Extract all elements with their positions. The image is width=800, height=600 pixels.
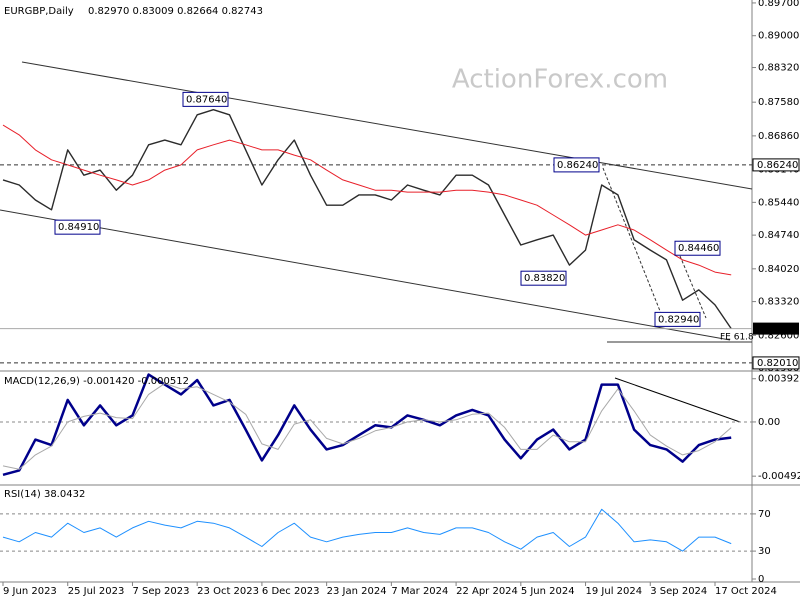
y-tick-label: 0.00 (758, 417, 780, 428)
projection-line (602, 167, 663, 317)
series-line (2, 508, 732, 552)
panel-title: EURGBP,Daily (4, 6, 74, 17)
macd-trendline (614, 377, 741, 423)
y-tick-label: 0.85440 (758, 197, 799, 208)
x-tick-label: 23 Jan 2024 (327, 586, 387, 597)
projection-line (679, 255, 707, 319)
y-tick-label: 0 (758, 574, 764, 585)
y-tick-label: 30 (758, 546, 771, 557)
annotation-label: 0.84460 (678, 243, 719, 254)
x-tick-label: 19 Jul 2024 (586, 586, 643, 597)
x-tick-label: 3 Sep 2024 (650, 586, 707, 597)
channel-bottom (0, 209, 731, 341)
annotation-label: 0.82940 (658, 314, 699, 325)
x-tick-label: 9 Jun 2023 (3, 586, 57, 597)
annotation-label: 0.83820 (524, 273, 565, 284)
y-tick-label: 0.89700 (758, 0, 799, 9)
x-tick-label: 7 Mar 2024 (391, 586, 448, 597)
fe-label: FE 61.8 (720, 333, 754, 343)
y-tick-label: 70 (758, 509, 771, 520)
y-tick-label: 0.87580 (758, 97, 799, 108)
x-tick-label: 17 Oct 2024 (715, 586, 777, 597)
y-tick-label: 0.003928 (758, 374, 800, 385)
y-tick-label: 0.89000 (758, 31, 799, 42)
y-tick-label: 0.86860 (758, 131, 799, 142)
panel-title: RSI(14) 38.0432 (4, 489, 85, 500)
x-tick-label: 23 Oct 2023 (197, 586, 259, 597)
price-tag (752, 356, 800, 370)
annotation-label: 0.86240 (557, 160, 598, 171)
panel-title: MACD(12,26,9) -0.001420 -0.000512 (4, 376, 189, 387)
annotation-box (54, 219, 101, 235)
annotation-label: 0.84910 (58, 222, 99, 233)
x-tick-label: 6 Dec 2023 (262, 586, 320, 597)
annotation-label: 0.87640 (186, 94, 227, 105)
annotation-box (654, 311, 701, 327)
annotation-box (553, 157, 600, 173)
price-tag (753, 322, 799, 335)
y-tick-label: -0.004929 (758, 471, 800, 482)
price-tag (752, 158, 800, 172)
channel-top (21, 61, 753, 190)
watermark: ActionForex.com (452, 65, 668, 95)
panel-subtitle: 0.82970 0.83009 0.82664 0.82743 (88, 6, 263, 17)
y-tick-label: 0.88320 (758, 63, 799, 74)
y-tick-label: 0.84020 (758, 264, 799, 275)
y-tick-label: 0.83320 (758, 297, 799, 308)
price-tag-label: 0.86240 (757, 160, 798, 171)
price-tag-label: 0.82743 (757, 324, 798, 335)
series-line (2, 373, 732, 477)
x-tick-label: 5 Jun 2024 (521, 586, 575, 597)
series-line (2, 382, 732, 470)
series-line (2, 124, 732, 276)
annotation-box (520, 270, 567, 286)
x-tick-label: 25 Jul 2023 (68, 586, 125, 597)
price-tag-label: 0.82010 (757, 358, 798, 369)
y-tick-label: 0.84740 (758, 230, 799, 241)
annotation-box (674, 240, 721, 256)
x-tick-label: 22 Apr 2024 (456, 586, 518, 597)
x-tick-label: 7 Sep 2023 (132, 586, 189, 597)
y-tick-label: 0.82600 (758, 330, 799, 341)
annotation-box (182, 91, 229, 107)
